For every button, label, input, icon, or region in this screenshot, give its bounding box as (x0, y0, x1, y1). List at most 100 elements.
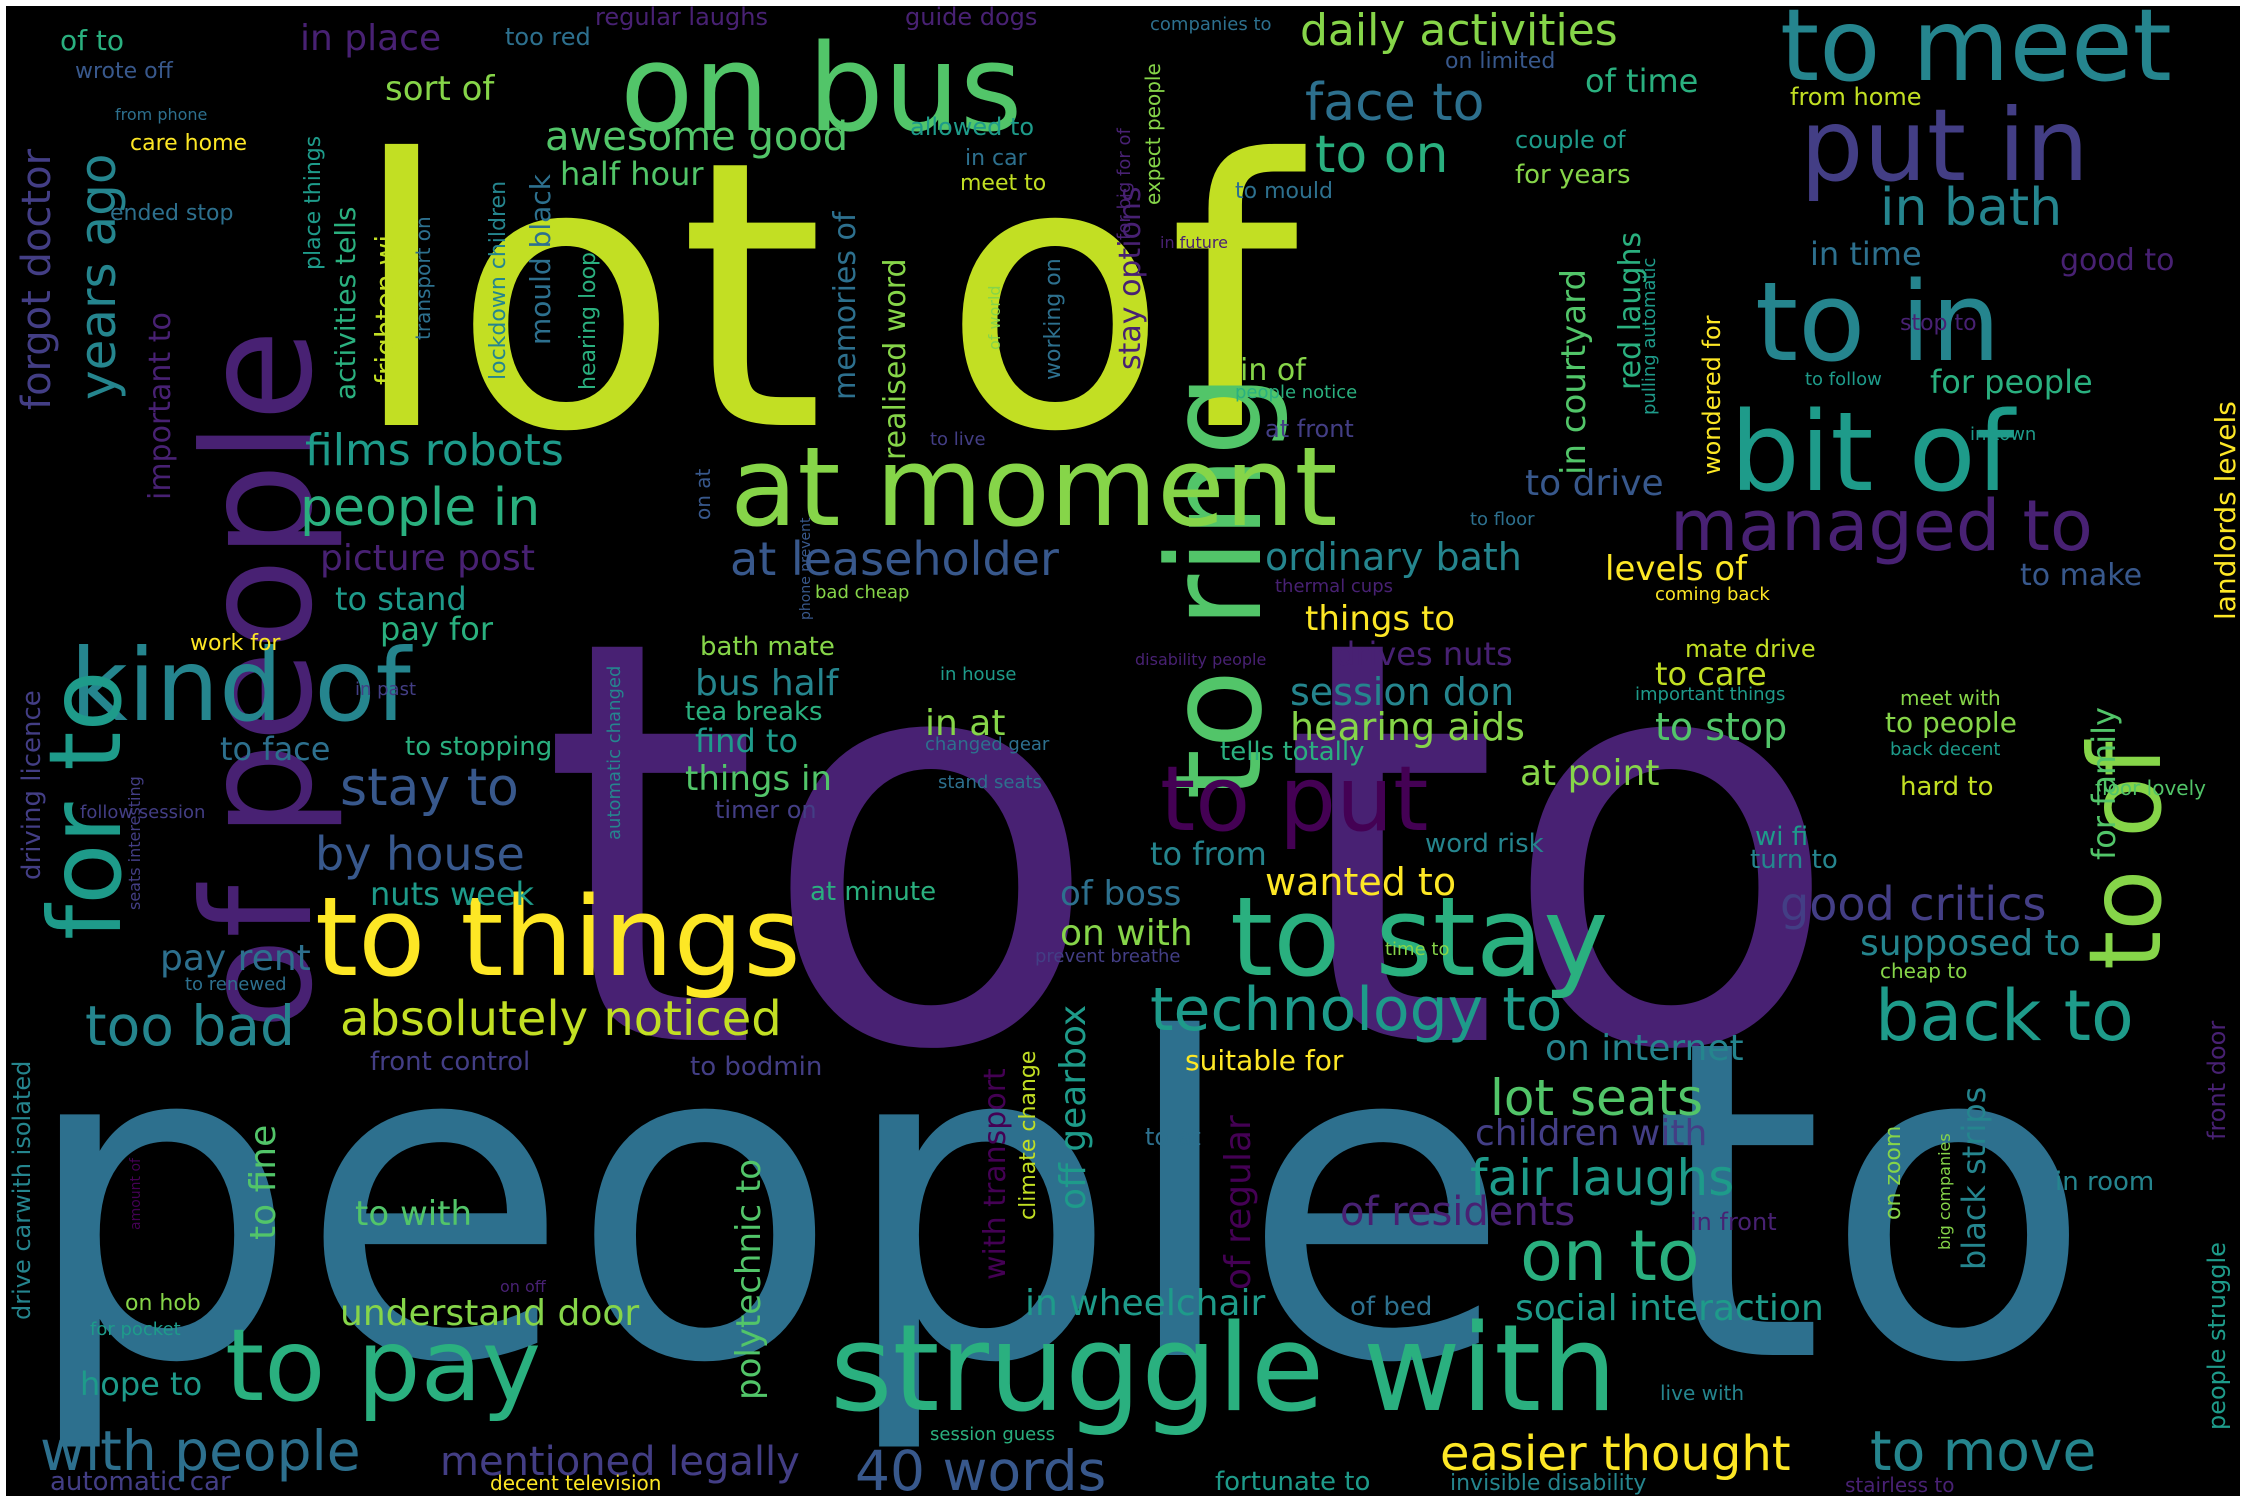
cloud-word: to with (355, 1194, 472, 1234)
cloud-word: too bad (85, 994, 295, 1058)
cloud-word: turn to (1750, 845, 1838, 875)
cloud-word: wondered for (1698, 315, 1726, 475)
cloud-word: in place (300, 18, 441, 59)
cloud-word: prevent breathe (1035, 946, 1181, 967)
cloud-word: to stay (1230, 873, 1608, 1001)
cloud-word: hope to (80, 1365, 202, 1403)
cloud-word: on internet (1545, 1028, 1744, 1069)
cloud-word: social interaction (1515, 1288, 1824, 1329)
cloud-word: to pay (225, 1307, 541, 1424)
cloud-word: to put (1160, 747, 1428, 852)
cloud-word: put in (1800, 87, 2089, 204)
cloud-word: important to (143, 312, 178, 500)
cloud-word: to bodmin (690, 1052, 822, 1082)
cloud-word: with people (40, 1419, 361, 1483)
cloud-word: phone prevent (798, 517, 814, 620)
cloud-word: fortunate to (1215, 1467, 1370, 1496)
cloud-word: in future (1160, 233, 1228, 252)
cloud-word: activities tells (329, 207, 362, 400)
cloud-word: on hob (125, 1291, 201, 1316)
cloud-word: to ring (1139, 374, 1291, 800)
cloud-word: to on (1315, 125, 1449, 185)
cloud-word: decent television (490, 1471, 661, 1495)
cloud-word: years ago (69, 154, 127, 400)
cloud-word: of world (985, 285, 1004, 350)
cloud-word: tea breaks (685, 697, 823, 727)
cloud-word: to meet (1780, 6, 2172, 104)
cloud-word: pay for (380, 610, 494, 648)
cloud-word: things in (685, 759, 832, 799)
cloud-word: picture post (320, 538, 535, 579)
cloud-word: mould black (524, 173, 557, 345)
cloud-word: to care (1655, 655, 1767, 693)
cloud-word: hearing aids (1290, 705, 1525, 749)
cloud-word: lot of (350, 83, 1307, 513)
cloud-word: working on (1041, 258, 1066, 380)
cloud-word: to floor (1470, 509, 1535, 530)
cloud-word: things to (1305, 599, 1455, 639)
cloud-word: people struggle (2203, 1242, 2231, 1430)
cloud-word: to in (1755, 258, 2001, 386)
cloud-word: at leaseholder (730, 532, 1059, 586)
cloud-word: word risk (1425, 829, 1544, 859)
cloud-word: good to (2060, 243, 2174, 278)
cloud-word: find to (695, 722, 798, 760)
cloud-word: frighten wi (369, 235, 402, 385)
cloud-word: ended stop (110, 201, 233, 226)
cloud-word: to stopping (405, 732, 552, 762)
cloud-word: disability people (1135, 650, 1266, 669)
cloud-word: on at (691, 468, 715, 520)
cloud-word: to make (2020, 558, 2142, 593)
cloud-word: in room (2055, 1167, 2154, 1197)
cloud-word: for people (1930, 363, 2093, 401)
cloud-word: of regular (1218, 1115, 1259, 1290)
cloud-word: automatic car (50, 1467, 231, 1496)
cloud-word: on with (1060, 913, 1193, 954)
cloud-word: to live (930, 429, 986, 450)
cloud-word: in of (1240, 353, 1307, 388)
cloud-word: drive carwith isolated (8, 1061, 36, 1320)
cloud-word: absolutely noticed (340, 991, 782, 1047)
cloud-word: wanted to (1265, 860, 1456, 904)
cloud-word: from phone (115, 105, 207, 124)
cloud-word: with transport (978, 1068, 1013, 1280)
cloud-word: too red (505, 23, 591, 51)
cloud-word: memories of (828, 210, 863, 400)
cloud-word: tells totally (1220, 737, 1365, 767)
cloud-word: expect people (1141, 63, 1165, 205)
cloud-word: to stop (1655, 705, 1787, 749)
cloud-word: in wheelchair (1025, 1283, 1265, 1324)
cloud-word: people notice (1235, 382, 1357, 403)
cloud-word: realised word (878, 258, 913, 460)
cloud-word: of to (60, 24, 124, 57)
cloud-word: mentioned legally (440, 1439, 800, 1485)
cloud-word: nuts week (370, 875, 535, 913)
cloud-word: at front (1265, 415, 1354, 443)
cloud-word: of time (1585, 62, 1698, 100)
cloud-word: at point (1520, 753, 1659, 794)
cloud-word: regular laughs (595, 6, 768, 31)
cloud-word: people in (300, 478, 540, 538)
cloud-word: bad cheap (815, 582, 909, 603)
cloud-word: to of (2067, 739, 2184, 970)
cloud-word: to people (1885, 706, 2017, 739)
cloud-word: in courtyard (1554, 269, 1594, 475)
cloud-word: bit of (1730, 388, 2017, 516)
cloud-word: work for (190, 631, 281, 656)
cloud-word: in bath (1880, 178, 2062, 238)
cloud-word: stay options (1113, 186, 1148, 370)
cloud-word: polytechnic to (729, 1159, 769, 1400)
cloud-word: half hour (560, 155, 704, 193)
cloud-word: session guess (930, 1424, 1055, 1445)
cloud-word: to stand (335, 580, 467, 618)
cloud-word: at moment (730, 423, 1338, 551)
cloud-word: lot seats (1490, 1069, 1703, 1127)
cloud-word: wrote off (75, 59, 174, 84)
cloud-word: for pocket (90, 1319, 181, 1340)
cloud-word: managed to (1670, 485, 2093, 567)
cloud-word: pulling automatic (1639, 258, 1660, 415)
cloud-word: to fine (243, 1125, 284, 1240)
cloud-word: bus half (695, 663, 840, 704)
cloud-word: back decent (1890, 739, 2000, 760)
cloud-word: couple of (1515, 126, 1626, 154)
